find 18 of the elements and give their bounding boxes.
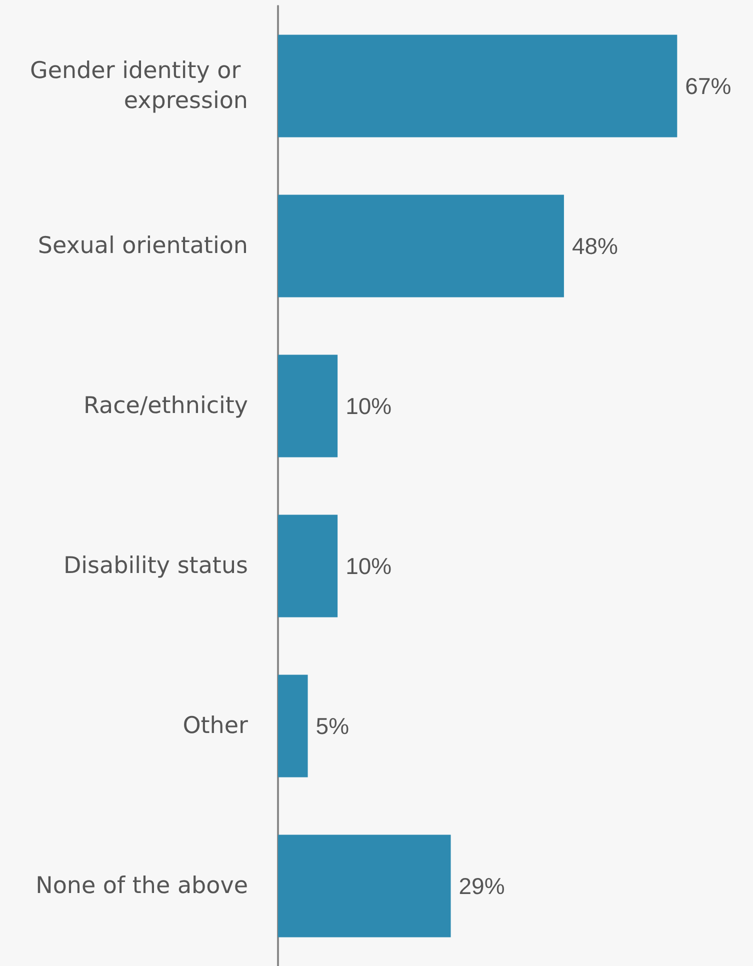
data-label: 10% (346, 393, 392, 419)
bar (278, 834, 451, 938)
y-tick-label: Disability status (63, 553, 248, 579)
bar (278, 34, 678, 138)
bar (278, 354, 338, 458)
bar (278, 514, 338, 618)
data-label: 10% (346, 553, 392, 579)
y-tick-label: Sexual orientation (38, 233, 248, 259)
data-label: 5% (316, 713, 350, 739)
y-tick-label: Race/ethnicity (84, 393, 248, 419)
y-tick-label: Other (182, 713, 249, 739)
bar (278, 194, 564, 298)
data-label: 48% (572, 233, 618, 259)
data-label: 67% (685, 73, 732, 99)
y-tick-label: Gender identity or expression (30, 58, 248, 114)
data-label: 29% (458, 873, 505, 899)
bar (278, 674, 308, 778)
y-tick-label: None of the above (36, 873, 248, 899)
